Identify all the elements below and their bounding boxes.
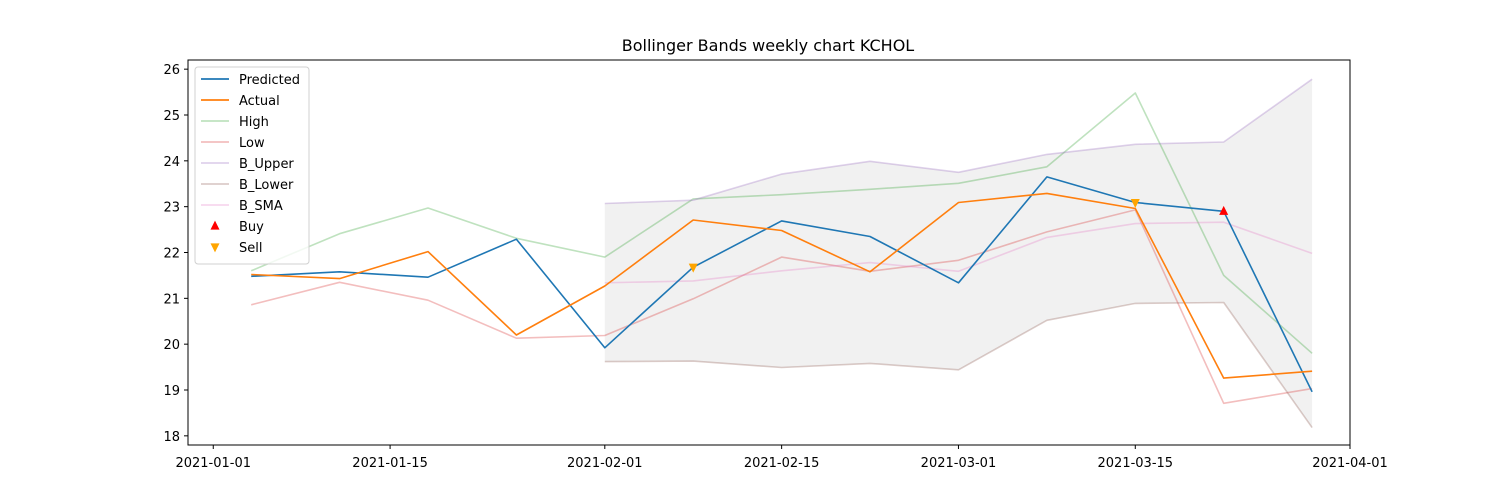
legend-label-high: High [239, 115, 269, 130]
y-tick-label: 24 [163, 155, 180, 170]
chart-title: Bollinger Bands weekly chart KCHOL [622, 36, 915, 55]
y-tick-label: 26 [163, 63, 180, 78]
y-tick-label: 18 [163, 430, 180, 445]
legend-label-buy: Buy [239, 220, 264, 235]
x-tick-label: 2021-04-01 [1312, 456, 1388, 471]
legend-label-b-upper: B_Upper [239, 157, 294, 172]
bollinger-band-fill [604, 79, 1313, 428]
series-line-b-lower [604, 301, 1313, 429]
series-line-b-sma [604, 221, 1313, 284]
legend-label-b-lower: B_Lower [239, 178, 294, 193]
legend-label-b-sma: B_SMA [239, 199, 283, 214]
series-line-high [250, 92, 1313, 354]
legend: Predicted Actual High Low B_Upper B_Lower B_SM… [194, 66, 310, 265]
y-tick-label: 19 [163, 384, 180, 399]
x-tick-label: 2021-01-01 [175, 456, 251, 471]
x-tick-label: 2021-03-15 [1098, 456, 1174, 471]
y-tick-label: 21 [163, 292, 180, 307]
legend-label-low: Low [239, 136, 265, 151]
x-tick-label: 2021-01-15 [352, 456, 428, 471]
legend-label-sell: Sell [239, 241, 262, 256]
sell-marker [1130, 198, 1140, 208]
legend-label-actual: Actual [239, 94, 280, 109]
series-line-actual [251, 192, 1313, 379]
x-tick-label: 2021-03-01 [921, 456, 997, 471]
legend-box [194, 66, 310, 265]
legend-swatch-buy [210, 220, 220, 230]
buy-marker [1219, 205, 1229, 215]
y-tick-label: 25 [163, 109, 180, 124]
sell-marker [688, 263, 698, 273]
y-tick-label: 22 [163, 247, 180, 262]
series-line-b-upper [604, 78, 1313, 205]
y-tick-label: 23 [163, 201, 180, 216]
plot-area [250, 78, 1313, 429]
y-tick-label: 20 [163, 338, 180, 353]
x-tick-label: 2021-02-01 [567, 456, 643, 471]
legend-swatch-sell [210, 243, 220, 253]
axes: 18 19 20 21 22 23 24 25 26 2021-01-01 2021-01-15 20… [163, 59, 1388, 471]
legend-label-predicted: Predicted [239, 73, 300, 88]
x-tick-label: 2021-02-15 [744, 456, 820, 471]
